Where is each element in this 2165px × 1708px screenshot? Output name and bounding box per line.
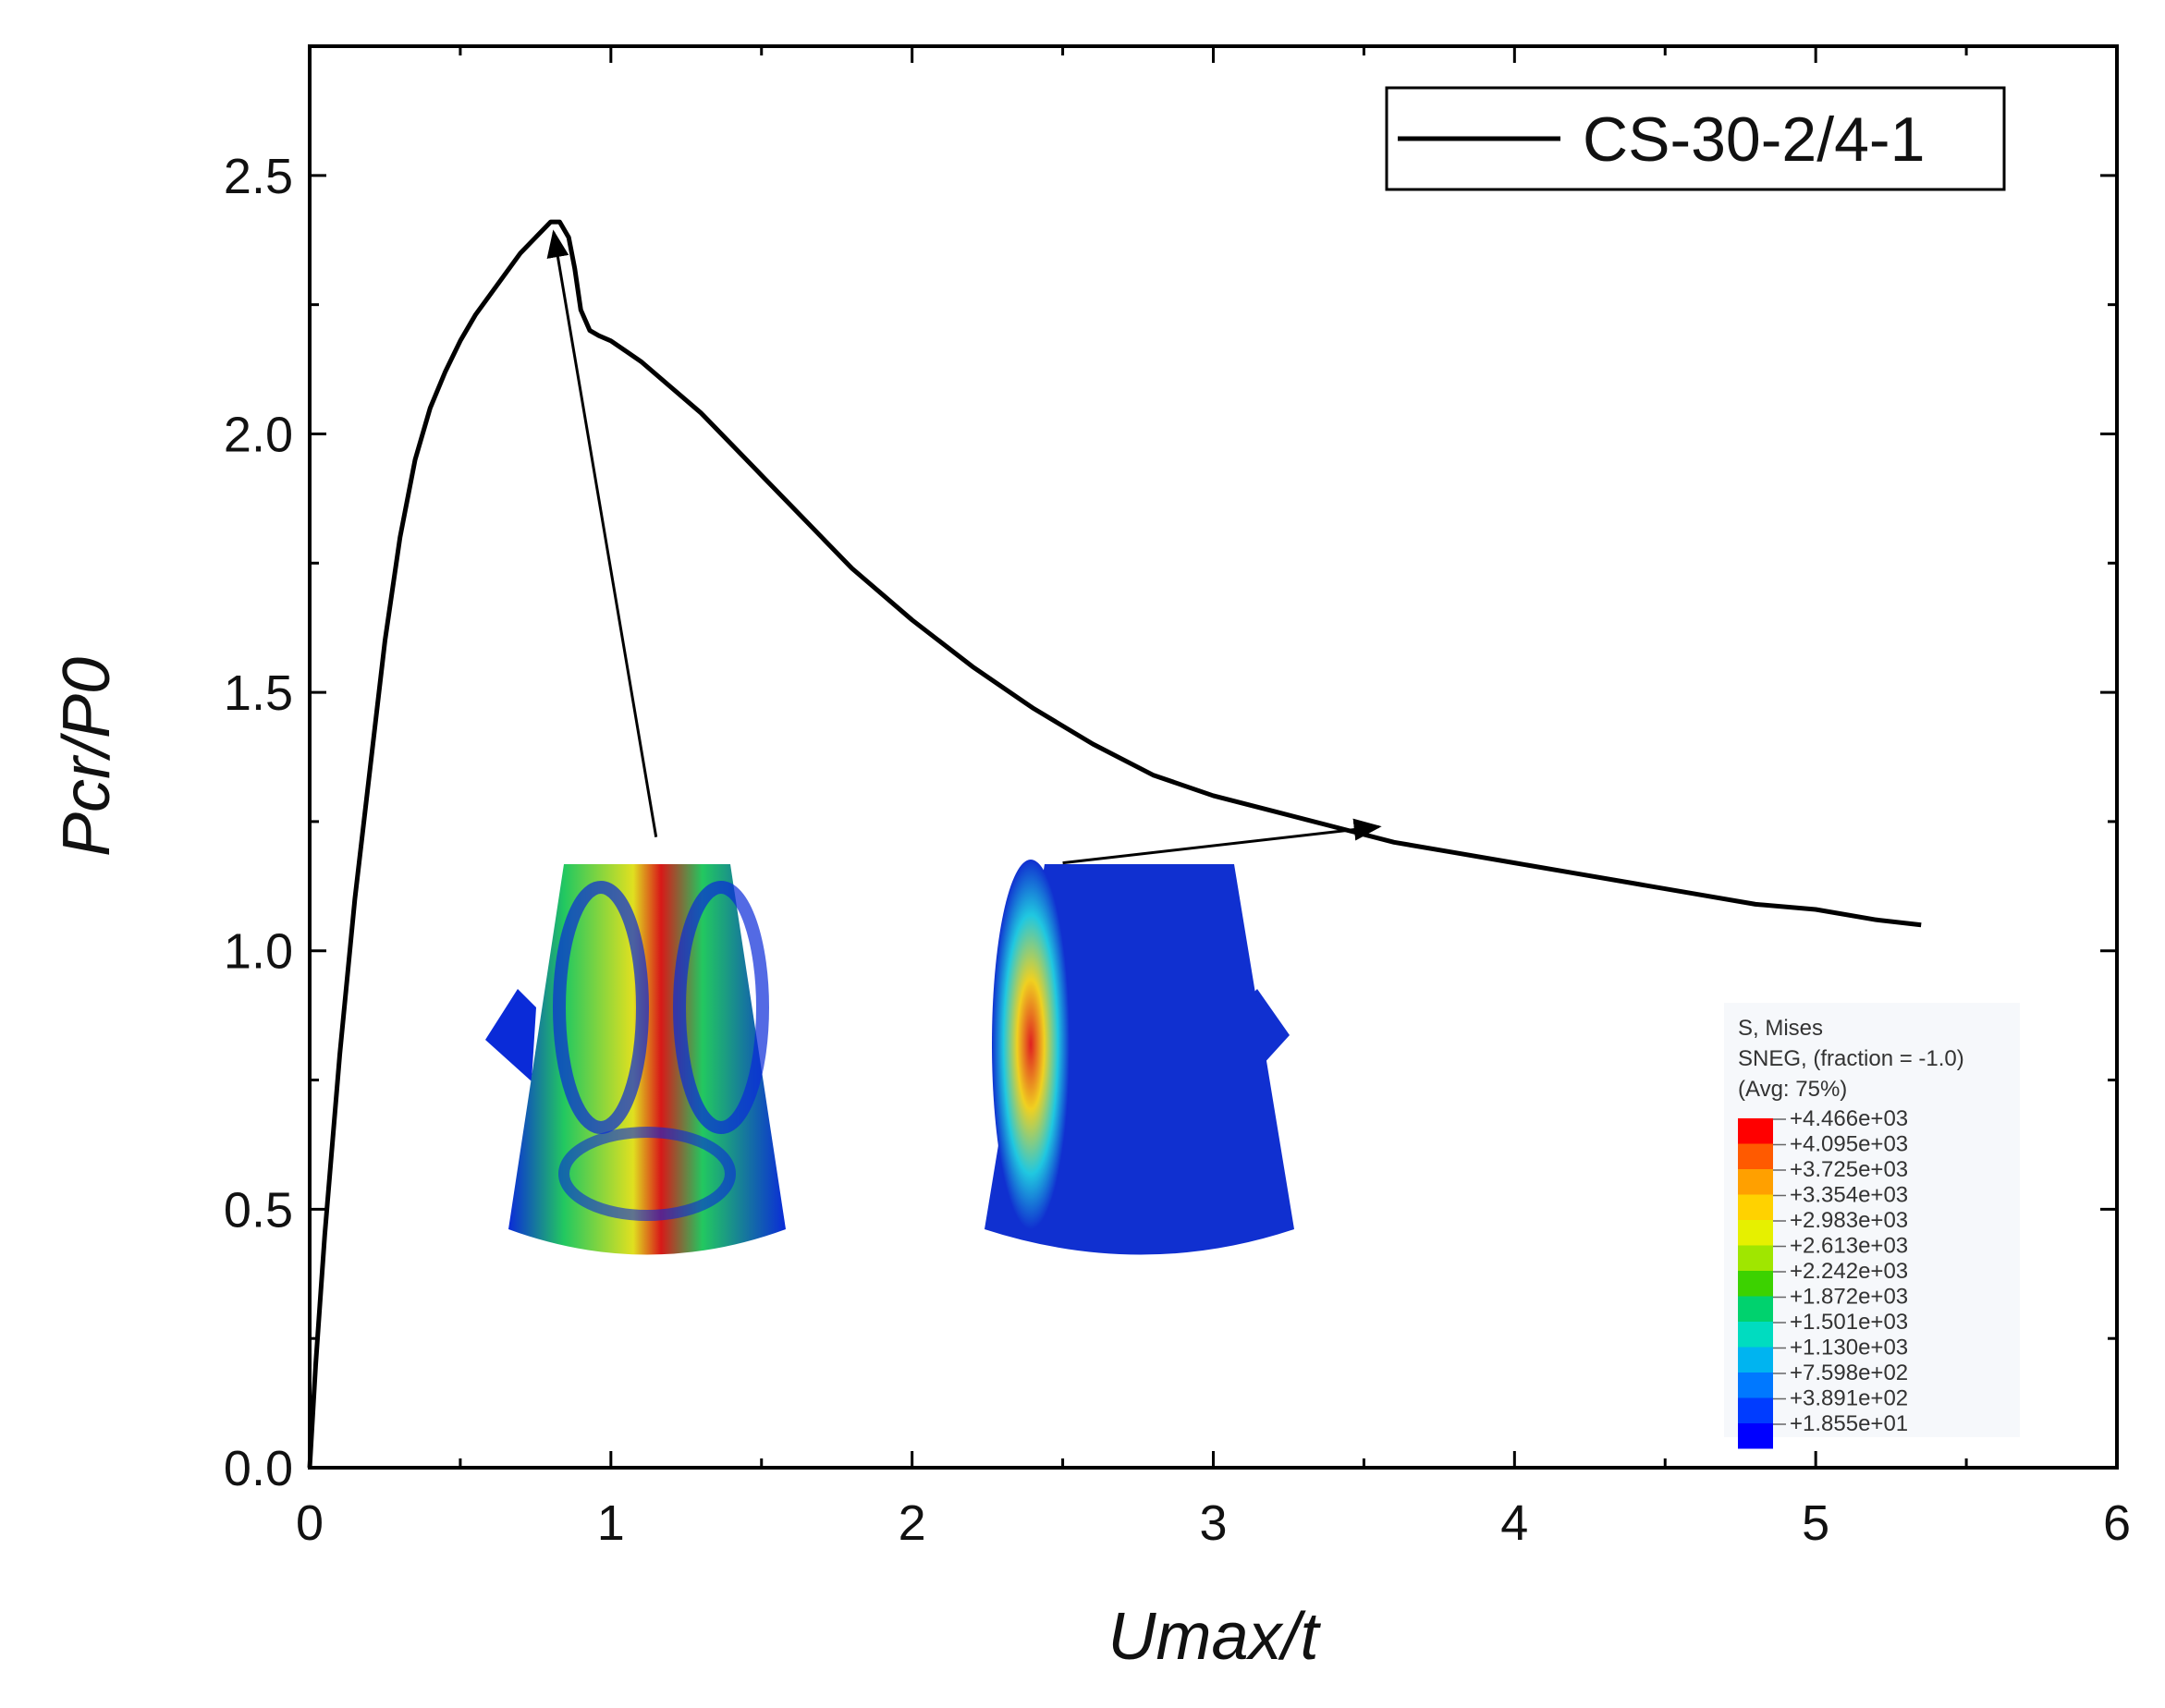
- colorbar-background: [1724, 1003, 2020, 1437]
- series-line: [307, 219, 1922, 1469]
- colorbar-label: +4.466e+03: [1790, 1106, 1908, 1131]
- contour-ring: [673, 881, 769, 1134]
- colorbar-legend: S, Mises SNEG, (fraction = -1.0) (Avg: 75%…: [1724, 1003, 2020, 1449]
- y-tick-label: 2.0: [224, 407, 293, 462]
- contour-ring: [553, 881, 649, 1134]
- x-tick-label: 6: [2103, 1495, 2131, 1551]
- colorbar-swatch: [1738, 1169, 1773, 1195]
- colorbar-swatch: [1738, 1245, 1773, 1271]
- annotation-arrow: [546, 229, 658, 837]
- x-tick-label: 1: [597, 1495, 625, 1551]
- colorbar-label: +2.242e+03: [1790, 1259, 1908, 1284]
- stress-hotspot: [992, 860, 1070, 1229]
- y-axis-title: Pcr/P0: [50, 657, 124, 857]
- y-tick-label: 2.5: [224, 149, 293, 204]
- colorbar-swatch: [1738, 1397, 1773, 1423]
- colorbar-label: +2.613e+03: [1790, 1234, 1908, 1259]
- nozzle-left: [485, 989, 536, 1081]
- contour-ring: [558, 1127, 736, 1221]
- x-tick-label: 5: [1802, 1495, 1829, 1551]
- colorbar-label: +1.501e+03: [1790, 1310, 1908, 1335]
- y-tick-label: 1.0: [224, 924, 293, 980]
- colorbar-swatch: [1738, 1194, 1773, 1220]
- x-tick-label: 0: [296, 1495, 324, 1551]
- colorbar-label: +1.872e+03: [1790, 1285, 1908, 1310]
- colorbar-swatch: [1738, 1322, 1773, 1348]
- fem-inset-left: [485, 864, 786, 1255]
- colorbar-title-line: (Avg: 75%): [1738, 1077, 1847, 1102]
- x-tick-label: 2: [899, 1495, 926, 1551]
- colorbar-label: +3.354e+03: [1790, 1183, 1908, 1208]
- colorbar-label: +1.855e+01: [1790, 1411, 1908, 1436]
- colorbar-label: +1.130e+03: [1790, 1336, 1908, 1360]
- x-axis-title: Umax/t: [1107, 1600, 1321, 1674]
- fem-inset-right: [985, 860, 1294, 1255]
- colorbar-swatch: [1738, 1423, 1773, 1449]
- y-tick-label: 0.5: [224, 1182, 293, 1238]
- x-tick-label: 3: [1199, 1495, 1227, 1551]
- legend: CS-30-2/4-1: [1385, 86, 2006, 191]
- colorbar-label: +4.095e+03: [1790, 1132, 1908, 1157]
- colorbar-label: +3.891e+02: [1790, 1386, 1908, 1411]
- y-tick-label: 0.0: [224, 1441, 293, 1496]
- colorbar-label: +2.983e+03: [1790, 1208, 1908, 1233]
- colorbar-swatch: [1738, 1347, 1773, 1372]
- colorbar-swatch: [1738, 1271, 1773, 1297]
- colorbar-label: +3.725e+03: [1790, 1157, 1908, 1182]
- colorbar-swatch: [1738, 1220, 1773, 1246]
- legend-label: CS-30-2/4-1: [1583, 104, 1925, 175]
- colorbar-swatch: [1738, 1372, 1773, 1398]
- colorbar-label: +7.598e+02: [1790, 1360, 1908, 1385]
- annotation-arrows: [546, 229, 1382, 865]
- x-tick-label: 4: [1500, 1495, 1528, 1551]
- y-tick-label: 1.5: [224, 665, 293, 721]
- axis-ticks: 0 1 2 3 4 5 6 0.0 0.5 1.0 1.5 2.0 2.5: [224, 46, 2131, 1551]
- colorbar-swatch: [1738, 1118, 1773, 1144]
- series-layer: [307, 219, 1922, 1469]
- colorbar-swatch: [1738, 1296, 1773, 1322]
- colorbar-title-line: SNEG, (fraction = -1.0): [1738, 1046, 1964, 1071]
- colorbar-title-line: S, Mises: [1738, 1016, 1823, 1041]
- annotation-arrow: [1062, 818, 1382, 865]
- fem-insets: [485, 860, 1294, 1255]
- colorbar-swatch: [1738, 1143, 1773, 1169]
